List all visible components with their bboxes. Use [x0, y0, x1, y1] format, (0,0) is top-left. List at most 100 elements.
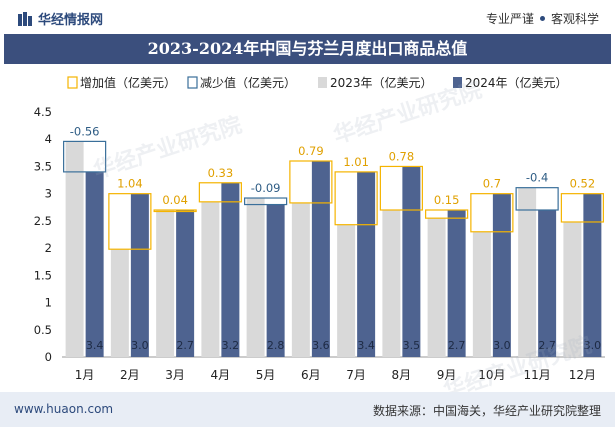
bar-2024	[311, 161, 330, 357]
bar-2024	[130, 193, 149, 357]
bar-2023	[156, 210, 175, 357]
bar-2024	[357, 171, 376, 357]
y-tick-label: 1.5	[34, 268, 52, 282]
increase-bracket	[425, 209, 469, 219]
legend-label: 增加值（亿美元）	[80, 75, 176, 90]
slogan-left: 专业严谨	[485, 12, 534, 26]
slogan: 专业严谨 客观科学	[486, 10, 599, 27]
legend-swatch-decrease	[187, 76, 198, 89]
chart: 增加值（亿美元） 减少值（亿美元） 2023年（亿美元） 2024年（亿美元） 0 0.5…	[34, 75, 605, 382]
change-label: 0.79	[298, 144, 324, 158]
bar-2023	[382, 210, 401, 357]
data-label-2024: 3.4	[357, 339, 375, 352]
change-label: 1.01	[343, 155, 369, 169]
bar-2024	[492, 193, 511, 357]
x-tick-label: 6月	[301, 368, 321, 382]
increase-bracket	[198, 182, 242, 203]
increase-bracket	[334, 171, 378, 226]
y-tick-label: 0	[45, 350, 52, 364]
change-label: 0.7	[483, 177, 501, 191]
data-label-2024: 3.4	[86, 339, 104, 352]
slogan-right: 客观科学	[550, 12, 599, 26]
change-label: -0.56	[70, 124, 100, 138]
change-label: 0.04	[162, 193, 188, 207]
increase-bracket	[379, 165, 423, 211]
change-label: 0.33	[208, 166, 234, 180]
data-label-2024: 2.7	[176, 339, 194, 352]
y-tick-label: 2.5	[34, 214, 52, 228]
data-label-2024: 3.2	[222, 339, 240, 352]
legend-label: 2023年（亿美元）	[330, 75, 433, 90]
x-tick-label: 8月	[392, 368, 412, 382]
change-label: 0.52	[570, 177, 596, 191]
data-label-2024: 3.6	[312, 339, 330, 352]
y-tick-label: 4.5	[34, 105, 52, 119]
y-tick-label: 0.5	[34, 323, 52, 337]
bar-2023	[201, 201, 220, 357]
data-label-2024: 2.7	[538, 339, 556, 352]
x-tick-label: 10月	[478, 368, 505, 382]
decrease-bracket	[63, 140, 107, 173]
bar-2024	[538, 210, 557, 357]
change-label: -0.4	[526, 171, 548, 185]
data-label-2024: 2.8	[267, 339, 285, 352]
data-label-2024: 3.0	[584, 339, 602, 352]
bar-2023	[246, 198, 265, 357]
increase-bracket	[289, 160, 333, 204]
change-label: 1.04	[117, 177, 143, 191]
change-label: -0.09	[251, 181, 281, 195]
bar-2023	[472, 231, 491, 357]
bar-2023	[563, 221, 582, 357]
bar-2024	[221, 182, 240, 357]
data-label-2024: 3.5	[403, 339, 421, 352]
footer-source: 数据来源：中国海关，华经产业研究院整理	[372, 404, 601, 418]
legend-swatch-2023	[318, 77, 327, 88]
increase-bracket	[560, 193, 604, 223]
x-tick-label: 1月	[75, 368, 95, 382]
bar-2023	[337, 224, 356, 357]
data-label-2024: 3.0	[131, 339, 149, 352]
x-tick-label: 12月	[569, 368, 596, 382]
y-tick-label: 2	[45, 241, 52, 255]
increase-bracket	[153, 209, 197, 213]
bar-2024	[85, 171, 104, 357]
change-label: 0.78	[389, 149, 415, 163]
x-tick-label: 4月	[211, 368, 231, 382]
increase-bracket	[470, 193, 514, 233]
data-label-2024: 3.0	[493, 339, 511, 352]
legend-swatch-2024	[453, 77, 462, 88]
y-tick-label: 1	[45, 296, 52, 310]
footer-url[interactable]: www.huaon.com	[14, 402, 114, 416]
legend-swatch-increase	[67, 76, 78, 89]
y-tick-label: 3.5	[34, 159, 52, 173]
increase-bracket	[108, 193, 152, 250]
legend-label: 2024年（亿美元）	[465, 75, 568, 90]
change-label: 0.15	[434, 193, 460, 207]
bar-2023	[110, 249, 129, 357]
brand[interactable]: 华经情报网	[18, 9, 103, 28]
bar-2024	[447, 210, 466, 357]
bar-2024	[583, 193, 602, 357]
brand-name: 华经情报网	[38, 13, 104, 28]
bar-2023	[65, 141, 84, 357]
dot-icon	[539, 16, 545, 21]
x-tick-label: 11月	[523, 368, 550, 382]
x-tick-label: 2月	[120, 368, 140, 382]
footer: www.huaon.com 数据来源：中国海关，华经产业研究院整理	[0, 392, 615, 427]
x-tick-label: 7月	[346, 368, 366, 382]
title-bar: 2023-2024年中国与芬兰月度出口商品总值	[4, 34, 611, 64]
x-tick-label: 3月	[165, 368, 185, 382]
chart-title: 2023-2024年中国与芬兰月度出口商品总值	[147, 39, 468, 58]
bar-2024	[266, 204, 285, 357]
y-tick-label: 3	[45, 187, 52, 201]
data-label-2024: 2.7	[448, 339, 466, 352]
bar-2024	[176, 210, 195, 357]
bar-2023	[427, 218, 446, 357]
decrease-bracket	[244, 197, 288, 206]
x-tick-label: 9月	[437, 368, 457, 382]
logo-icon	[18, 11, 32, 26]
decrease-bracket	[515, 187, 559, 211]
bar-2024	[402, 166, 421, 357]
top-bar: 华经情报网 专业严谨 客观科学	[0, 0, 615, 34]
legend-label: 减少值（亿美元）	[200, 75, 296, 90]
